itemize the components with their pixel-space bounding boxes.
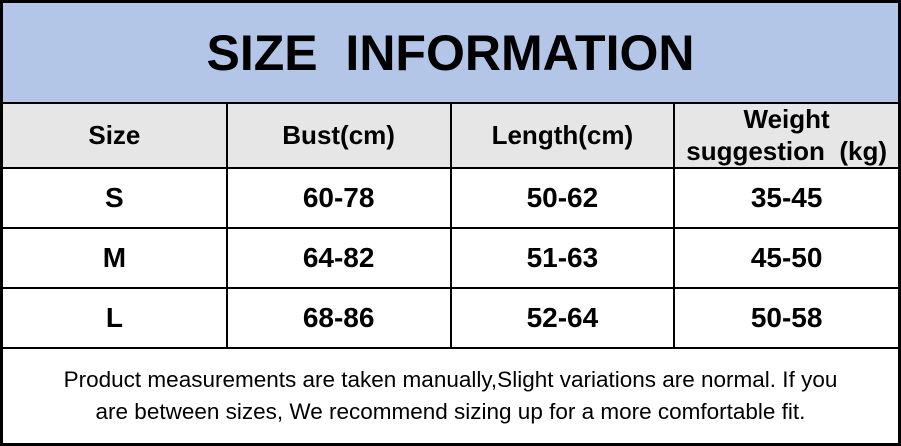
cell-bust: 68-86 [225,287,452,350]
size-table-body: S 60-78 50-62 35-45 M 64-82 51-63 45-50 … [3,167,898,350]
cell-length: 52-64 [449,287,676,350]
cell-length: 51-63 [449,227,676,290]
cell-bust: 64-82 [225,227,452,290]
table-row-m: M 64-82 51-63 45-50 [3,227,898,290]
cell-bust: 60-78 [225,167,452,230]
page-title: SIZE INFORMATION [206,24,695,81]
header-row: Size Bust(cm) Length(cm) Weight suggesti… [3,104,898,170]
cell-size: S [3,167,228,230]
header-cell-size: Size [3,104,228,170]
cell-length: 50-62 [449,167,676,230]
cell-size: M [3,227,228,290]
size-table: Size Bust(cm) Length(cm) Weight suggesti… [3,104,898,350]
table-row-l: L 68-86 52-64 50-58 [3,287,898,350]
measurement-disclaimer: Product measurements are taken manually,… [63,367,838,425]
table-row-s: S 60-78 50-62 35-45 [3,167,898,230]
header-cell-bust: Bust(cm) [225,104,452,170]
banner: SIZE INFORMATION [3,3,898,104]
footer-note: Product measurements are taken manually,… [3,349,898,443]
header-cell-weight: Weight suggestion (kg) [673,104,898,170]
cell-weight: 45-50 [673,227,898,290]
size-table-header: Size Bust(cm) Length(cm) Weight suggesti… [3,104,898,170]
header-cell-length: Length(cm) [449,104,676,170]
cell-weight: 35-45 [673,167,898,230]
cell-size: L [3,287,228,350]
cell-weight: 50-58 [673,287,898,350]
